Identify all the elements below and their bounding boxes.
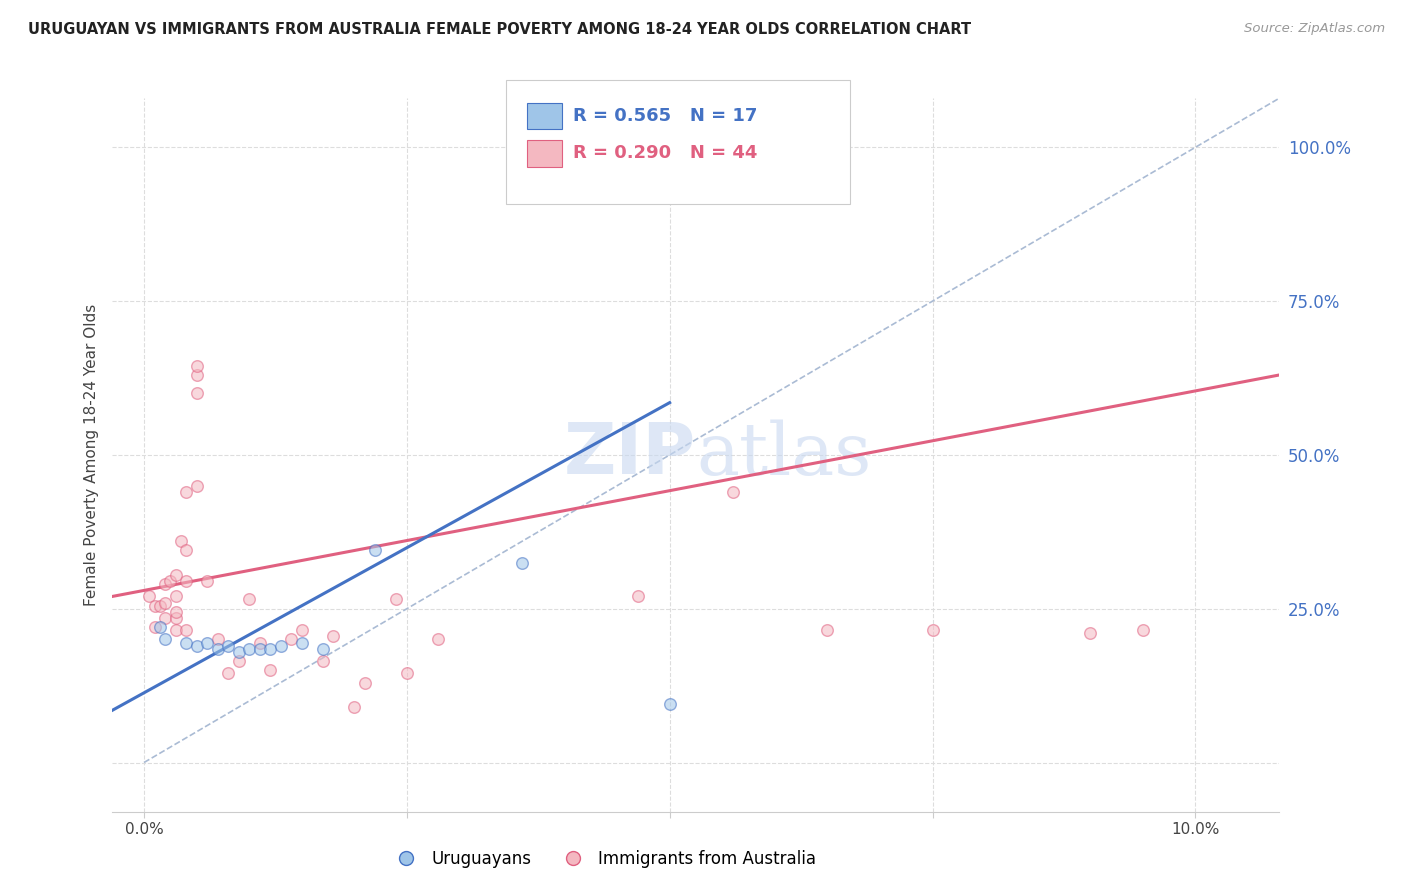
Point xyxy=(174,624,197,638)
Point xyxy=(186,368,208,382)
Point xyxy=(174,574,197,588)
Point xyxy=(153,611,176,625)
Point xyxy=(138,590,160,604)
Point xyxy=(291,635,314,649)
Point xyxy=(658,697,681,711)
Point xyxy=(143,620,166,634)
Point xyxy=(291,624,314,638)
Point xyxy=(207,641,229,656)
Point xyxy=(195,574,218,588)
Point xyxy=(174,635,197,649)
Point xyxy=(165,590,187,604)
Point xyxy=(153,632,176,647)
Point xyxy=(153,577,176,591)
Point xyxy=(343,700,366,714)
Y-axis label: Female Poverty Among 18-24 Year Olds: Female Poverty Among 18-24 Year Olds xyxy=(83,304,98,606)
Point xyxy=(259,663,281,677)
Point xyxy=(207,632,229,647)
Point xyxy=(249,635,271,649)
Point xyxy=(1078,626,1101,640)
Point xyxy=(312,641,335,656)
Point xyxy=(143,599,166,613)
Point xyxy=(186,386,208,401)
Point xyxy=(217,666,239,681)
Text: URUGUAYAN VS IMMIGRANTS FROM AUSTRALIA FEMALE POVERTY AMONG 18-24 YEAR OLDS CORR: URUGUAYAN VS IMMIGRANTS FROM AUSTRALIA F… xyxy=(28,22,972,37)
Point xyxy=(921,624,943,638)
Point xyxy=(186,359,208,373)
Point xyxy=(815,624,838,638)
Point xyxy=(170,534,193,549)
Point xyxy=(165,611,187,625)
Point xyxy=(1132,624,1154,638)
Point xyxy=(427,632,450,647)
Text: R = 0.290   N = 44: R = 0.290 N = 44 xyxy=(574,145,758,162)
Point xyxy=(159,574,181,588)
Legend: Uruguayans, Immigrants from Australia: Uruguayans, Immigrants from Australia xyxy=(382,844,823,875)
Point xyxy=(165,567,187,582)
Point xyxy=(280,632,302,647)
Point xyxy=(174,484,197,499)
Point xyxy=(186,478,208,492)
Point xyxy=(174,543,197,558)
Point xyxy=(364,543,387,558)
Text: Source: ZipAtlas.com: Source: ZipAtlas.com xyxy=(1244,22,1385,36)
Point xyxy=(627,590,650,604)
Point xyxy=(149,620,172,634)
Point xyxy=(312,654,335,668)
Point xyxy=(238,641,260,656)
Point xyxy=(353,675,375,690)
Point xyxy=(385,592,408,607)
Point xyxy=(395,666,418,681)
Text: R = 0.565   N = 17: R = 0.565 N = 17 xyxy=(574,107,758,125)
Point xyxy=(153,596,176,610)
Point xyxy=(217,639,239,653)
Point xyxy=(512,556,534,570)
Point xyxy=(149,599,172,613)
Text: atlas: atlas xyxy=(696,419,872,491)
Point xyxy=(186,639,208,653)
Point xyxy=(238,592,260,607)
Point xyxy=(249,641,271,656)
Point xyxy=(259,641,281,656)
Text: ZIP: ZIP xyxy=(564,420,696,490)
Point xyxy=(165,605,187,619)
Point xyxy=(322,629,344,643)
Point xyxy=(195,635,218,649)
Point xyxy=(228,645,250,659)
Point xyxy=(228,654,250,668)
Point xyxy=(165,624,187,638)
Point xyxy=(270,639,292,653)
Point xyxy=(721,484,744,499)
